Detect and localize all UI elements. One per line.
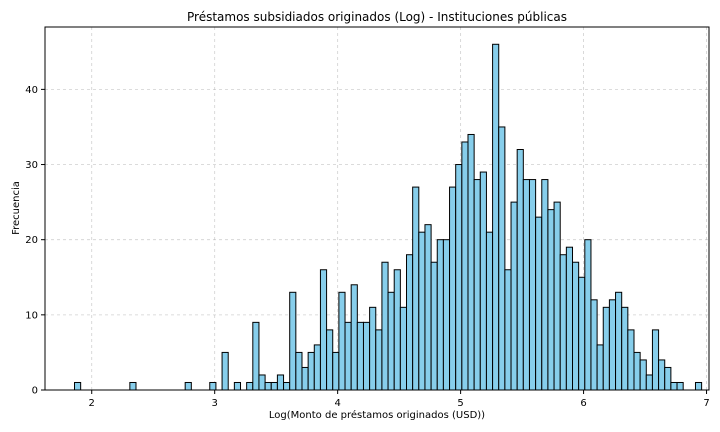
histogram-bar bbox=[528, 179, 537, 391]
histogram-bar bbox=[596, 344, 604, 391]
histogram-bar bbox=[332, 351, 340, 391]
x-tick-label: 2 bbox=[89, 398, 95, 409]
histogram-bar bbox=[307, 351, 315, 391]
histogram-bar bbox=[639, 359, 647, 391]
histogram-bar bbox=[356, 321, 364, 391]
histogram-bar bbox=[276, 374, 285, 391]
histogram-bar bbox=[578, 276, 586, 391]
histogram-bar bbox=[258, 374, 266, 391]
histogram-bar bbox=[283, 381, 291, 391]
histogram-bar bbox=[442, 239, 451, 391]
histogram-bar bbox=[485, 231, 494, 391]
histogram-bar bbox=[221, 351, 229, 391]
histogram-bar bbox=[412, 186, 420, 391]
histogram-bar bbox=[295, 351, 303, 391]
histogram-bar bbox=[608, 299, 617, 391]
histogram-bar bbox=[270, 381, 278, 391]
histogram-bar bbox=[541, 179, 549, 391]
histogram-bar bbox=[381, 261, 389, 391]
histogram-bar bbox=[584, 239, 592, 391]
y-axis-label: Frecuencia bbox=[11, 181, 22, 235]
histogram-bar bbox=[621, 306, 629, 391]
histogram-bar bbox=[658, 359, 666, 391]
histogram-bar bbox=[393, 269, 401, 391]
chart-title: Préstamos subsidiados originados (Log) -… bbox=[187, 10, 567, 24]
histogram-bar bbox=[651, 329, 660, 391]
histogram-bar bbox=[399, 306, 408, 391]
histogram-bar bbox=[664, 366, 672, 391]
histogram-bar bbox=[406, 254, 414, 391]
histogram-bar bbox=[504, 269, 512, 391]
histogram-bar bbox=[473, 179, 481, 391]
histogram-bar bbox=[362, 321, 371, 391]
histogram-bar bbox=[510, 201, 518, 391]
histogram-bar bbox=[498, 126, 506, 391]
histogram-bar bbox=[326, 329, 334, 391]
histogram-bar bbox=[424, 224, 432, 391]
histogram-bar bbox=[129, 381, 137, 391]
histogram-bar bbox=[479, 171, 487, 391]
histogram-bar bbox=[449, 186, 457, 391]
x-axis-label: Log(Monto de préstamos originados (USD)) bbox=[269, 409, 485, 421]
histogram-bar bbox=[627, 329, 635, 391]
histogram-bar bbox=[375, 329, 383, 391]
histogram-bar bbox=[492, 43, 500, 391]
plot-area-frame bbox=[44, 26, 710, 391]
histogram-bar bbox=[467, 133, 475, 391]
histogram-bar bbox=[252, 321, 260, 391]
histogram-bar bbox=[313, 344, 321, 391]
histogram-bar bbox=[572, 261, 580, 391]
histogram-bar bbox=[246, 381, 254, 391]
histogram-bar bbox=[615, 291, 623, 391]
histogram-bar bbox=[694, 381, 703, 391]
histogram-bar bbox=[74, 381, 82, 391]
histogram-bar bbox=[301, 366, 309, 391]
histogram-bar bbox=[350, 284, 358, 391]
histogram-bar bbox=[461, 141, 469, 391]
histogram-bar bbox=[233, 381, 242, 391]
histogram-bar bbox=[289, 291, 297, 391]
histogram-bar bbox=[209, 381, 217, 391]
histogram-bar bbox=[602, 306, 610, 391]
histogram-bar bbox=[319, 269, 328, 391]
y-tick-label: 10 bbox=[25, 310, 38, 321]
histogram-bar bbox=[387, 291, 395, 391]
histogram-bar bbox=[418, 231, 426, 391]
x-tick-label: 5 bbox=[457, 398, 463, 409]
x-tick-label: 7 bbox=[703, 398, 709, 409]
x-axis-ticks: 2 3 4 5 6 7 bbox=[89, 390, 710, 409]
histogram-bar bbox=[553, 201, 561, 391]
histogram-bar bbox=[436, 239, 444, 391]
x-tick-label: 6 bbox=[580, 398, 586, 409]
histogram-bar bbox=[559, 254, 567, 391]
histogram-bar bbox=[565, 246, 574, 391]
x-tick-label: 3 bbox=[212, 398, 218, 409]
histogram-bar bbox=[535, 216, 543, 391]
histogram-bar bbox=[645, 374, 653, 391]
y-tick-label: 40 bbox=[25, 85, 38, 96]
y-tick-label: 20 bbox=[25, 235, 38, 246]
histogram-bar bbox=[184, 381, 192, 391]
y-axis-ticks: 0 10 20 30 40 bbox=[25, 85, 45, 397]
histogram-bar bbox=[338, 291, 346, 391]
y-tick-label: 30 bbox=[25, 160, 38, 171]
histogram-bar bbox=[369, 306, 377, 391]
histogram-bar bbox=[670, 381, 678, 391]
histogram-bar bbox=[344, 321, 352, 391]
histogram-bar bbox=[590, 299, 598, 391]
x-tick-label: 4 bbox=[334, 398, 340, 409]
y-tick-label: 0 bbox=[32, 386, 38, 397]
histogram-bar bbox=[516, 149, 524, 391]
histogram-bar bbox=[522, 179, 530, 391]
histogram-bar bbox=[455, 164, 463, 391]
histogram-bar bbox=[547, 209, 555, 391]
histogram-bar bbox=[264, 381, 272, 391]
histogram-bar bbox=[430, 261, 438, 391]
histogram-bar bbox=[676, 381, 684, 391]
histogram-bar bbox=[633, 351, 641, 391]
histogram-bars bbox=[74, 43, 703, 391]
